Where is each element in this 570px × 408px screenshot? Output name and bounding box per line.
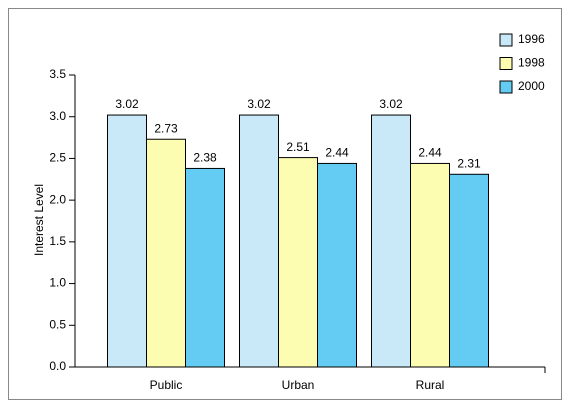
bar [185, 167, 225, 368]
bar [239, 114, 279, 368]
value-label: 2.73 [154, 121, 178, 135]
bar [410, 162, 450, 368]
legend-label: 1998 [518, 56, 545, 70]
y-tick-label: 2.5 [49, 151, 66, 165]
frame [8, 8, 562, 400]
value-label: 2.51 [286, 140, 310, 154]
value-label: 3.02 [379, 97, 403, 111]
value-label: 2.44 [325, 146, 349, 160]
legend-swatch [499, 57, 513, 70]
y-axis-label: Interest Level [32, 184, 46, 256]
legend-label: 2000 [518, 79, 545, 93]
y-tick-label: 3.0 [49, 109, 66, 123]
value-label: 2.31 [457, 156, 481, 170]
bar [278, 157, 318, 368]
y-tick-label: 0.0 [49, 359, 66, 373]
value-label: 3.02 [247, 97, 271, 111]
bar [317, 162, 357, 368]
legend-swatch [499, 80, 513, 94]
legend-label: 1996 [518, 32, 545, 46]
x-tick-label: Rural [416, 378, 445, 392]
value-label: 2.38 [193, 151, 217, 165]
legend-swatch [499, 33, 513, 47]
y-tick-label: 3.5 [49, 67, 66, 81]
value-label: 2.44 [418, 146, 442, 160]
bar [449, 173, 489, 368]
value-label: 3.02 [115, 97, 139, 111]
y-tick-label: 1.0 [49, 276, 66, 290]
bar [371, 114, 411, 368]
bar [107, 114, 147, 368]
x-tick-label: Urban [282, 378, 315, 392]
x-tick-label: Public [150, 378, 183, 392]
y-tick-label: 2.0 [49, 192, 66, 206]
y-tick-label: 1.5 [49, 234, 66, 248]
bar [146, 138, 186, 368]
y-tick-label: 0.5 [49, 317, 66, 331]
